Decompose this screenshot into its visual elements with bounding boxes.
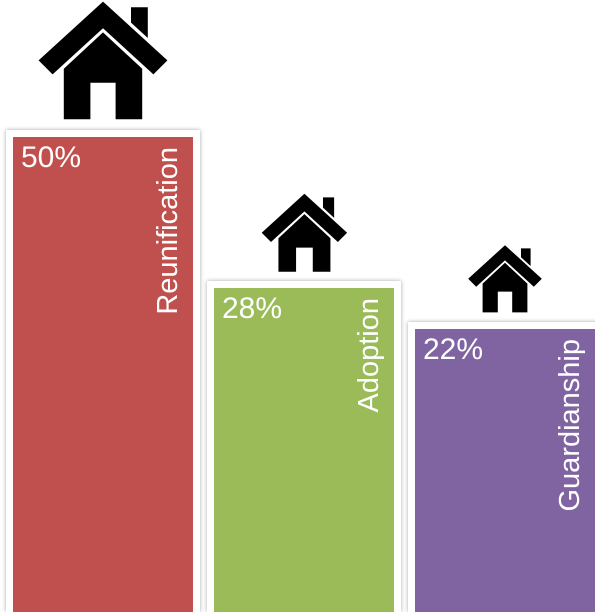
bar-fill: 22% Guardianship xyxy=(415,329,595,612)
bar-guardianship: 22% Guardianship xyxy=(408,322,595,612)
bar-adoption: 28% Adoption xyxy=(207,281,401,612)
bar-fill: 50% Reunification xyxy=(13,137,193,612)
bar-fill: 28% Adoption xyxy=(214,288,394,612)
category-label: Guardianship xyxy=(554,339,586,512)
category-label: Adoption xyxy=(353,298,385,413)
house-icon xyxy=(33,0,173,122)
value-label: 50% xyxy=(21,141,82,174)
bar-reunification: 50% Reunification xyxy=(6,130,200,612)
value-label: 22% xyxy=(423,333,484,367)
house-icon xyxy=(258,190,351,274)
value-label: 28% xyxy=(222,292,283,326)
category-label: Reunification xyxy=(152,147,184,315)
house-icon xyxy=(465,242,545,314)
